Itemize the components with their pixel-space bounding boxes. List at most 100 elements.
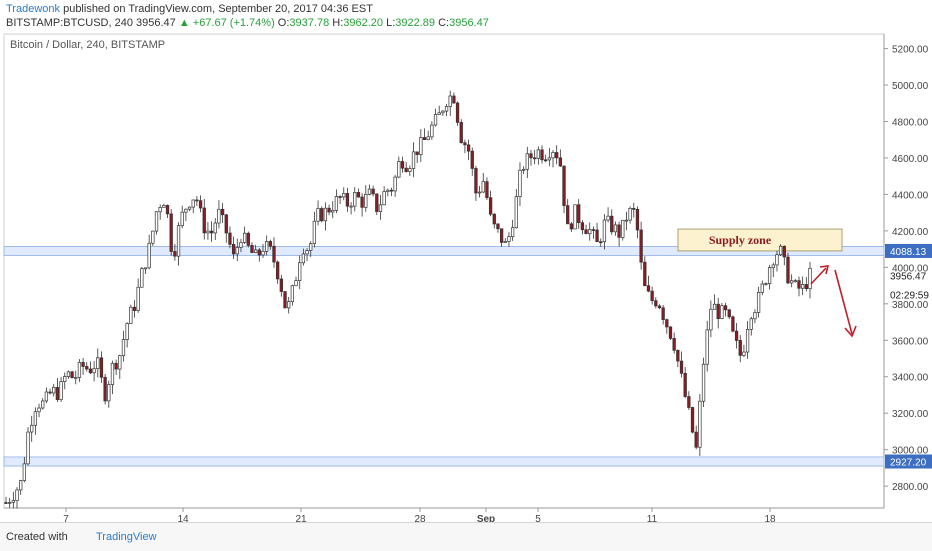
candle-body <box>562 165 566 206</box>
publish-info: published on TradingView.com, September … <box>63 3 373 15</box>
candle-body <box>775 254 779 266</box>
candle-body <box>92 368 96 374</box>
candle-body <box>151 230 155 244</box>
candle-body <box>360 196 364 208</box>
y-tick-label: 3800.00 <box>892 300 929 311</box>
candle-body <box>110 362 115 385</box>
candle-body <box>195 199 199 202</box>
candle-body <box>397 161 401 178</box>
candle-body <box>793 280 797 282</box>
candle-body <box>44 391 49 402</box>
candle-body <box>683 372 687 397</box>
band-zone-1 <box>3 456 885 467</box>
candle-body <box>687 396 691 408</box>
candle-body <box>463 142 467 146</box>
candle-body <box>261 251 265 256</box>
candle-body <box>265 241 269 252</box>
candle-body <box>782 245 786 258</box>
candle-body <box>70 371 74 379</box>
candle-body <box>154 211 159 232</box>
candle-body <box>727 309 731 318</box>
candle-body <box>312 220 317 244</box>
candle-body <box>521 168 526 171</box>
candle-body <box>646 285 651 292</box>
change-value: +67.67 (+1.74%) <box>192 17 275 29</box>
y-tick-label: 4200.00 <box>892 227 929 238</box>
candle-body <box>712 303 717 310</box>
tradingview-logo[interactable]: TradingView <box>96 531 157 543</box>
candle-body <box>599 241 603 244</box>
candle-body <box>408 168 412 172</box>
candle-body <box>11 500 15 503</box>
candle-body <box>136 286 140 311</box>
candle-body <box>30 424 34 433</box>
candle-body <box>455 102 460 123</box>
candle-body <box>202 207 206 234</box>
candle-body <box>33 411 38 426</box>
candle-body <box>551 152 555 159</box>
candle-body <box>742 351 746 356</box>
candle-body <box>4 502 8 504</box>
candle-body <box>544 159 548 162</box>
candle-body <box>499 228 504 243</box>
arrow-up-head <box>819 265 830 275</box>
candle-body <box>99 357 104 378</box>
candle-body <box>206 230 210 234</box>
candle-body <box>268 241 272 247</box>
candle-body <box>555 152 559 159</box>
candle-body <box>452 95 456 104</box>
candle-body <box>132 306 137 311</box>
plot-area[interactable] <box>3 33 885 509</box>
candle-body <box>558 157 563 167</box>
candle-body <box>41 400 45 409</box>
candle-body <box>569 223 574 230</box>
candle-body <box>81 362 85 367</box>
candle-body <box>66 371 71 377</box>
close-value: 3956.47 <box>449 17 489 29</box>
candle-body <box>536 149 540 159</box>
supply-zone-label: Supply zone <box>709 233 772 247</box>
candle-body <box>731 316 735 332</box>
candle-body <box>613 224 618 233</box>
candle-body <box>529 153 533 159</box>
candle-body <box>808 267 812 290</box>
candle-body <box>760 283 764 293</box>
candle-body <box>15 489 19 501</box>
candle-body <box>85 366 89 370</box>
candle-body <box>173 251 177 257</box>
candle-body <box>298 262 302 281</box>
candle-body <box>540 149 544 161</box>
candle-body <box>287 301 291 309</box>
band-zone-0 <box>3 245 885 256</box>
publish-line: Tradewonk published on TradingView.com, … <box>6 3 373 15</box>
y-tick-label: 3400.00 <box>892 373 929 384</box>
candle-body <box>503 241 507 243</box>
candle-body <box>228 232 232 245</box>
candle-body <box>8 501 12 504</box>
candle-body <box>63 376 67 382</box>
candle-body <box>121 339 126 357</box>
candle-body <box>143 267 148 270</box>
candle-body <box>180 211 184 226</box>
x-tick-label: 5 <box>535 514 541 522</box>
candle-body <box>114 362 118 370</box>
candle-body <box>371 188 375 195</box>
candle-body <box>577 204 581 224</box>
y-tick-label: 4600.00 <box>892 154 929 165</box>
candle-body <box>224 214 228 234</box>
candle-body <box>485 181 489 199</box>
candle-body <box>474 168 478 194</box>
author-link[interactable]: Tradewonk <box>6 3 61 15</box>
candle-body <box>477 191 482 194</box>
candle-body <box>698 400 702 448</box>
y-tick-label: 3000.00 <box>892 446 929 457</box>
candle-body <box>213 222 217 234</box>
y-tick-label: 4800.00 <box>892 118 929 129</box>
candle-body <box>59 381 63 400</box>
price-chart[interactable]: Supply zone Bitcoin / Dollar, 240, BITSTA… <box>0 0 932 522</box>
candle-body <box>125 323 129 340</box>
candle-body <box>118 355 122 370</box>
candle-body <box>628 208 632 221</box>
candle-body <box>488 197 493 215</box>
candle-body <box>624 219 629 222</box>
